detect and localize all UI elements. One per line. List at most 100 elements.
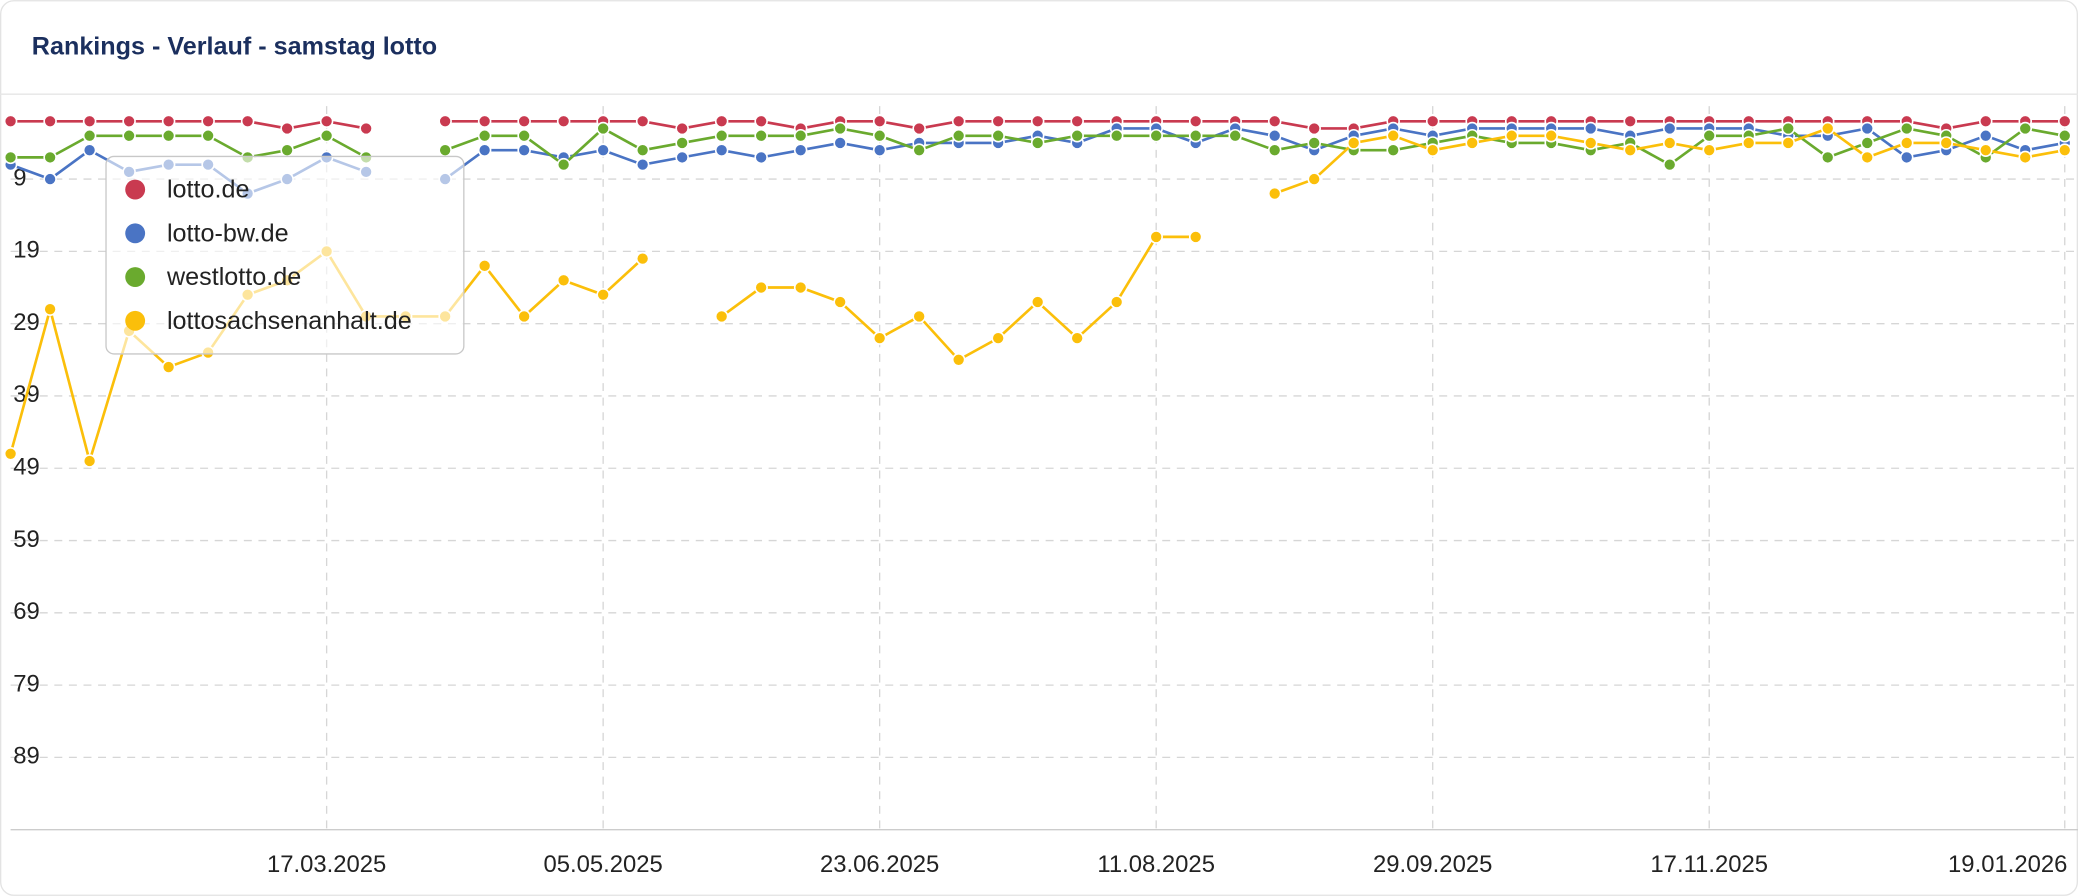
data-point [714,128,729,143]
data-point [82,128,97,143]
legend-marker [125,267,146,287]
data-point [201,114,215,129]
legend-marker [125,179,146,200]
data-point [1899,121,1914,136]
data-point [1346,136,1361,150]
data-point [2018,121,2033,136]
x-tick-label: 23.06.2025 [820,851,939,878]
data-point [793,128,808,143]
data-point [1149,230,1163,244]
data-point [438,114,452,129]
data-point [793,280,808,295]
data-point [161,360,176,374]
data-point [1939,136,1953,150]
data-point [319,128,334,143]
data-point [714,309,729,324]
data-point [477,128,492,143]
data-point [1623,143,1637,157]
data-point [714,143,729,157]
data-point [754,114,768,129]
data-point [161,128,176,143]
data-point [1386,128,1400,143]
data-point [1267,114,1282,129]
data-point [1188,128,1203,143]
data-point [517,309,531,324]
data-point [1188,114,1203,129]
data-point [912,121,926,136]
data-point [1149,128,1163,143]
y-tick-label: 79 [13,670,40,697]
data-point [1978,114,1993,129]
data-point [635,114,650,129]
data-point [1781,121,1795,136]
data-point [596,121,610,136]
data-point [1070,128,1084,143]
data-point [1583,121,1598,136]
y-tick-label: 9 [13,164,26,191]
legend-marker [125,223,146,244]
data-point [82,454,97,468]
data-point [556,157,571,172]
data-point [1109,295,1124,309]
data-point [2057,114,2072,129]
data-point [2057,143,2072,157]
data-point [1267,143,1282,157]
data-point [912,143,926,157]
legend-box [105,155,465,355]
data-point [833,295,847,309]
data-point [3,150,18,165]
data-point [1702,128,1716,143]
data-point [1583,136,1598,150]
data-point [1267,186,1282,201]
data-point [754,280,768,295]
y-tick-label: 29 [13,309,40,336]
data-point [1820,150,1835,165]
data-point [1109,128,1124,143]
y-tick-label: 49 [13,454,40,481]
data-point [1662,136,1677,150]
data-point [1899,150,1914,165]
x-tick-label: 19.01.2026 [1948,851,2067,878]
data-point [1702,143,1716,157]
data-point [1070,331,1084,345]
y-tick-label: 19 [13,237,40,264]
data-point [1860,136,1874,150]
data-point [951,353,966,367]
data-point [1267,128,1282,143]
data-point [280,121,294,136]
data-point [1307,121,1321,136]
data-point [1662,157,1677,172]
data-point [280,143,294,157]
data-point [754,128,768,143]
data-point [675,136,689,150]
data-point [1425,143,1440,157]
data-point [359,121,373,136]
x-tick-label: 17.03.2025 [267,851,386,878]
data-point [477,143,492,157]
data-point [635,251,650,266]
data-point [596,143,610,157]
data-point [3,114,18,129]
legend-label: lottosachsenanhalt.de [167,307,412,335]
data-point [1030,295,1045,309]
data-point [1228,128,1242,143]
data-point [675,121,689,136]
data-point [1425,114,1440,129]
data-point [517,143,531,157]
data-point [1070,114,1084,129]
data-point [240,114,255,129]
data-point [1978,143,1993,157]
data-point [991,331,1005,345]
data-point [438,143,452,157]
data-point [1781,136,1795,150]
data-point [122,114,136,129]
data-point [1465,136,1479,150]
legend-label: lotto-bw.de [167,219,289,247]
data-point [2018,150,2033,165]
data-point [1662,121,1677,136]
data-point [1544,128,1558,143]
data-point [161,114,176,129]
x-tick-label: 11.08.2025 [1097,851,1215,878]
y-tick-label: 69 [13,598,40,625]
data-point [635,143,650,157]
